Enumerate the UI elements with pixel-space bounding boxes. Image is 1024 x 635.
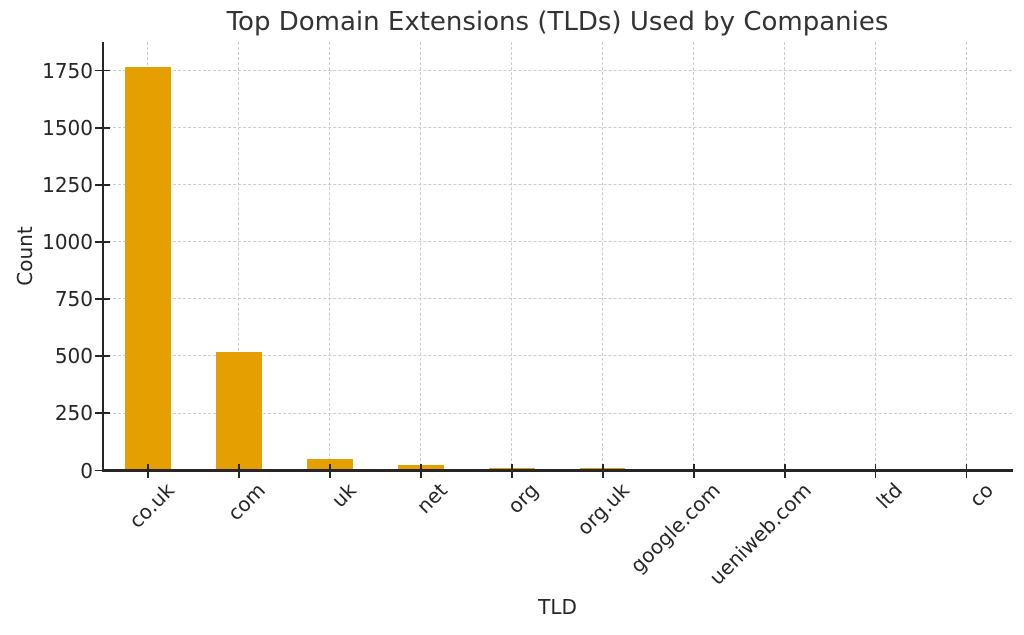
chart-title: Top Domain Extensions (TLDs) Used by Com… bbox=[226, 7, 889, 37]
gridline-vertical bbox=[238, 42, 240, 471]
gridline-vertical bbox=[874, 42, 876, 471]
y-tick-label: 1500 bbox=[42, 115, 93, 140]
gridline-horizontal bbox=[102, 69, 1012, 71]
gridline-horizontal bbox=[102, 184, 1012, 186]
y-tick-label: 1000 bbox=[42, 229, 93, 254]
gridline-horizontal bbox=[102, 126, 1012, 128]
bar-com bbox=[216, 352, 262, 471]
y-tick-label: 0 bbox=[80, 458, 93, 483]
gridline-vertical bbox=[329, 42, 331, 471]
y-tick-label: 1750 bbox=[42, 58, 93, 83]
gridline-vertical bbox=[965, 42, 967, 471]
gridline-horizontal bbox=[102, 412, 1012, 414]
y-tick-label: 500 bbox=[54, 344, 93, 369]
gridline-vertical bbox=[783, 42, 785, 471]
x-axis-label: TLD bbox=[538, 595, 577, 619]
gridline-horizontal bbox=[102, 298, 1012, 300]
gridline-vertical bbox=[692, 42, 694, 471]
gridline-vertical bbox=[420, 42, 422, 471]
y-tick-label: 1250 bbox=[42, 172, 93, 197]
gridline-vertical bbox=[601, 42, 603, 471]
gridline-horizontal bbox=[102, 355, 1012, 357]
gridline-horizontal bbox=[102, 241, 1012, 243]
y-tick-label: 250 bbox=[54, 401, 93, 426]
bottom-axis-spine bbox=[101, 469, 1013, 472]
left-axis-spine bbox=[101, 42, 104, 472]
gridline-vertical bbox=[511, 42, 513, 471]
bar-co.uk bbox=[125, 67, 171, 471]
y-tick-label: 750 bbox=[54, 287, 93, 312]
